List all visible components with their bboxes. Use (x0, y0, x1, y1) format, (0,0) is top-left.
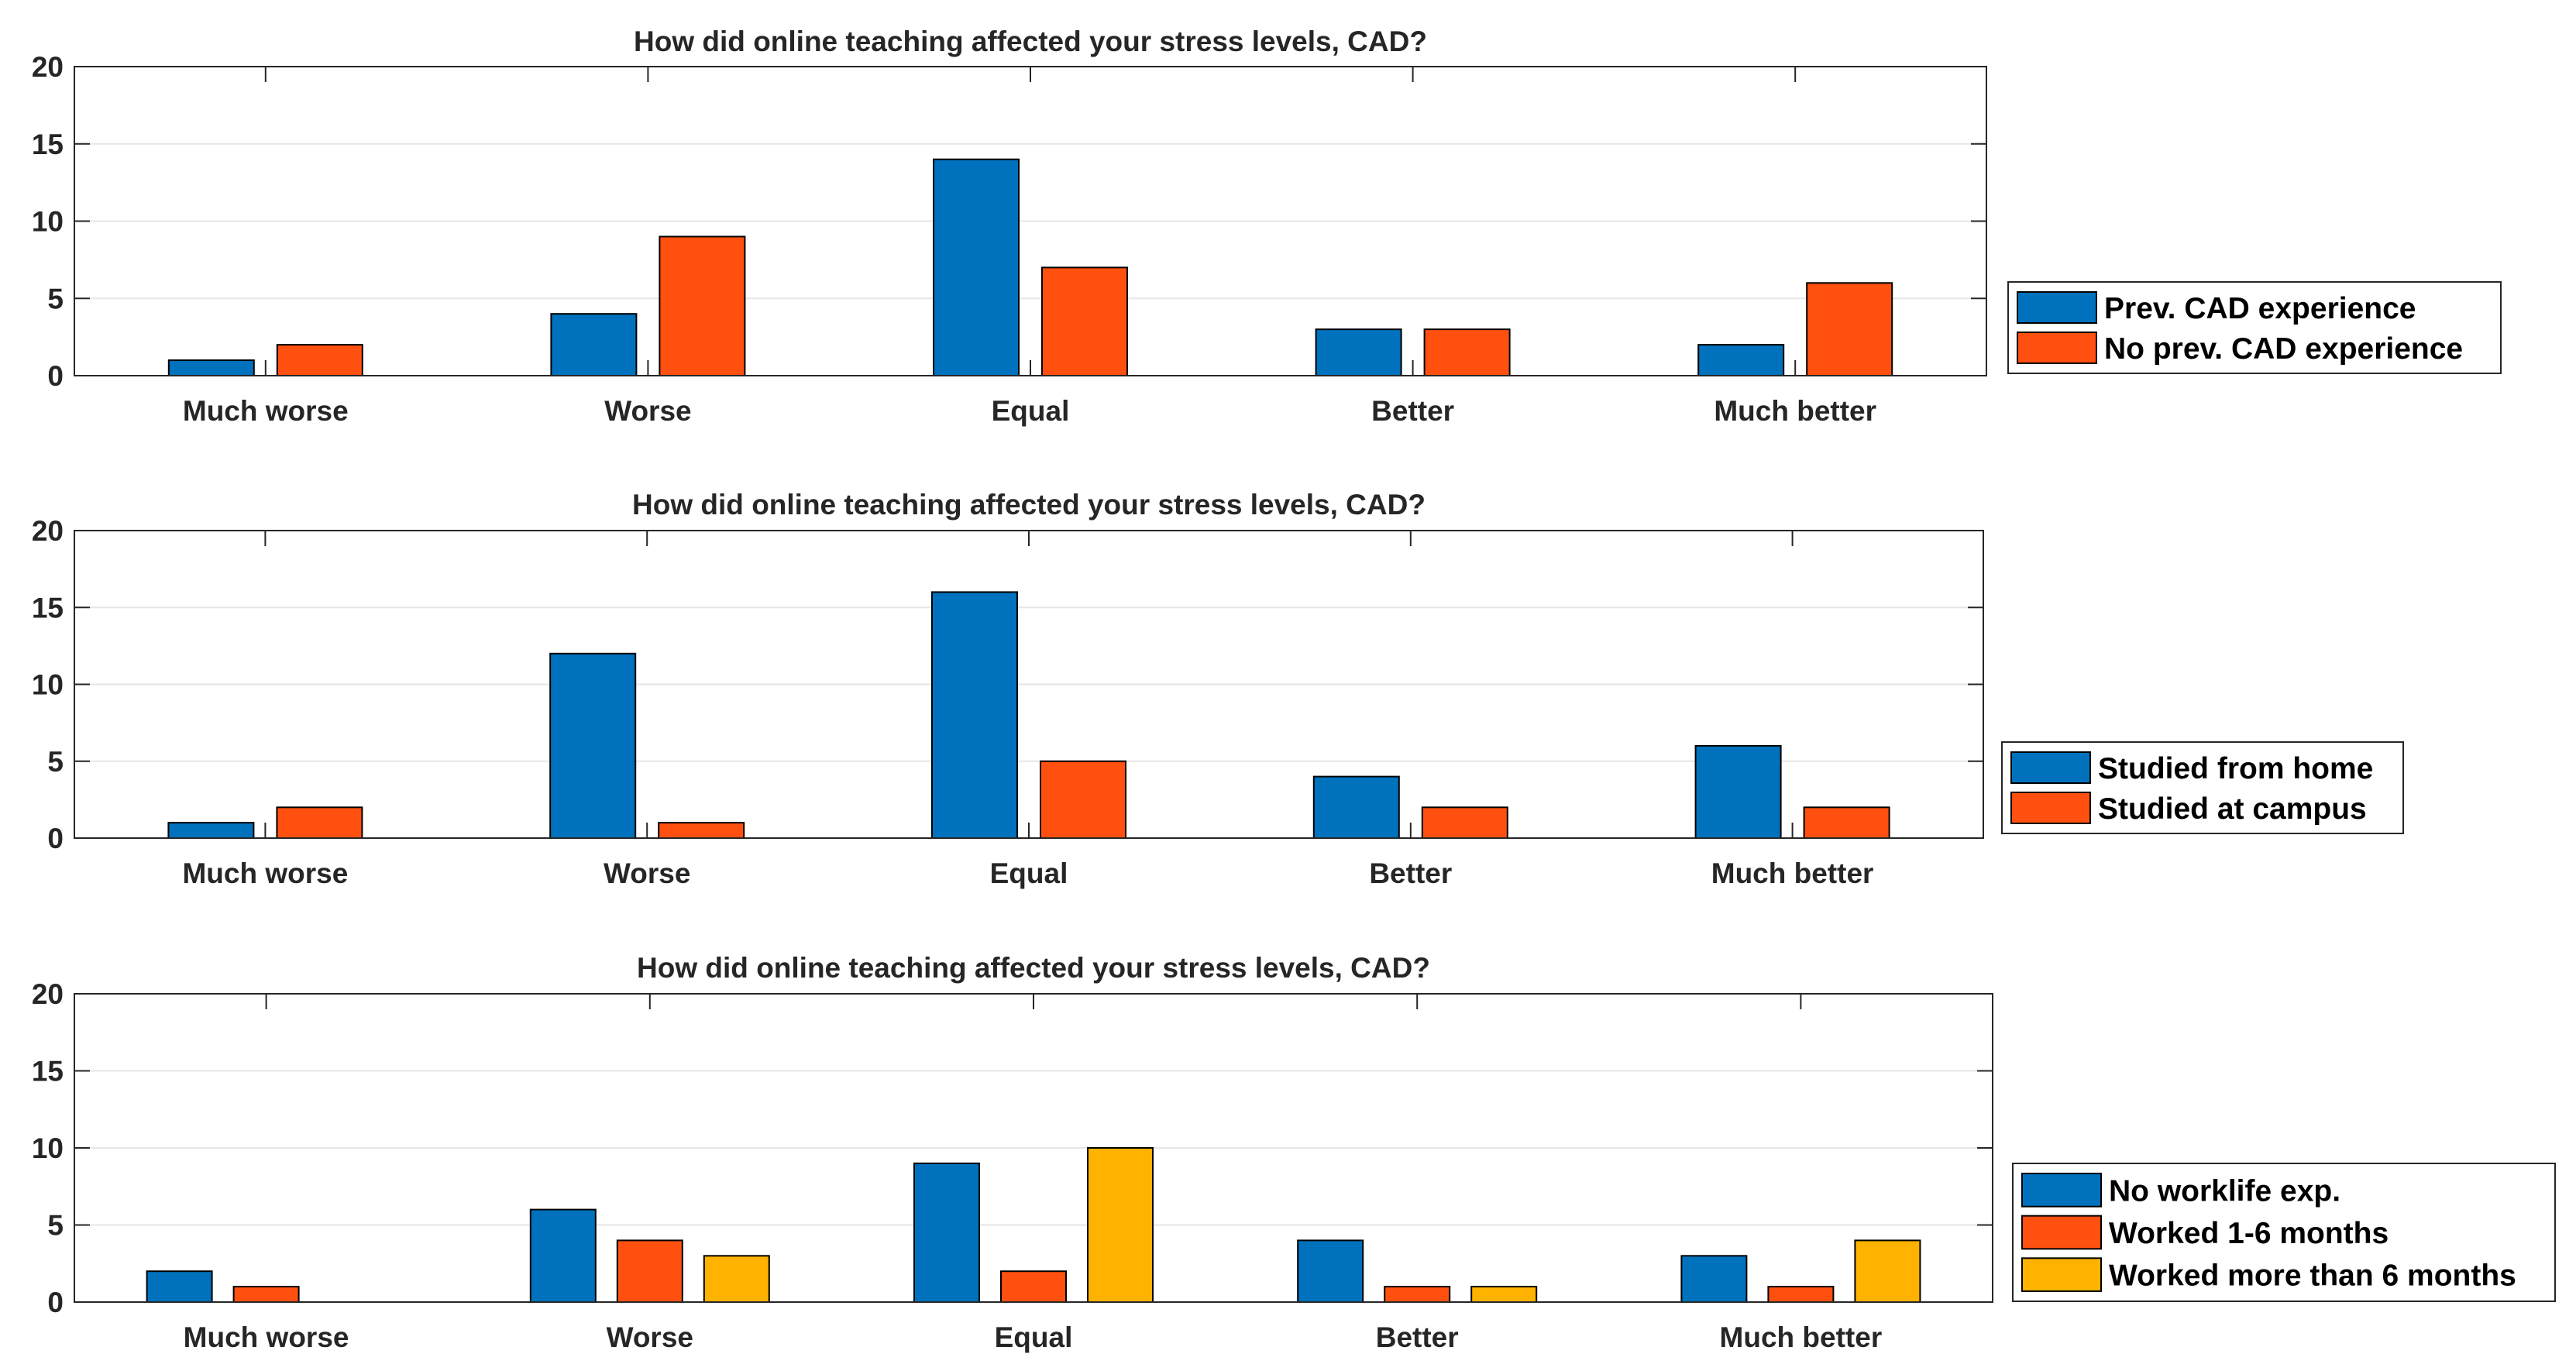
x-tick-label: Better (1369, 857, 1452, 889)
y-tick-label: 5 (47, 1210, 64, 1242)
bar-2-2-1 (703, 1255, 770, 1304)
legend-entry: Studied from home (2098, 752, 2373, 785)
chart-3: 0 5 10 15 20 Much worse Worse Equal Better Much b… (32, 952, 2556, 1353)
bar-2-0-4 (1680, 1255, 1748, 1304)
bar-2-1-1 (616, 1239, 683, 1304)
x-tick-label: Much worse (184, 1321, 349, 1353)
bar-1-0-4 (1694, 744, 1782, 840)
legend: Prev. CAD experience No prev. CAD experie… (2007, 281, 2502, 374)
bar-1-0-3 (1312, 775, 1400, 839)
bar-0-1-2 (1041, 266, 1128, 376)
bar-0-0-1 (550, 313, 638, 377)
x-tick-label: Much worse (182, 857, 348, 889)
x-tick-label: Worse (604, 857, 690, 889)
x-tick-label: Equal (990, 857, 1068, 889)
bar-1-1-1 (658, 822, 745, 840)
axes-box (74, 993, 1993, 1303)
y-tick-label: 0 (47, 823, 64, 854)
bar-0-0-3 (1315, 328, 1402, 376)
bar-0-1-1 (659, 235, 746, 377)
y-tick-label: 20 (32, 515, 64, 547)
legend: Studied from home Studied at campus (2001, 741, 2404, 834)
bar-1-0-2 (931, 591, 1018, 840)
bar-0-1-0 (276, 344, 363, 377)
y-tick-label: 10 (32, 1132, 64, 1164)
legend-box (2012, 1163, 2556, 1302)
legend-swatch (2010, 792, 2091, 824)
y-tick-label: 10 (32, 669, 64, 701)
y-tick-label: 0 (47, 1287, 64, 1318)
bar-1-1-4 (1803, 806, 1890, 840)
bar-0-0-0 (167, 359, 255, 376)
x-tick-label: Worse (607, 1321, 693, 1353)
y-tick-label: 15 (32, 129, 64, 160)
y-tick-label: 5 (47, 746, 64, 778)
axes-box (74, 530, 1984, 839)
legend-entry: Prev. CAD experience (2104, 292, 2416, 325)
legend-entry: Studied at campus (2098, 792, 2367, 826)
x-tick-label: Much worse (183, 395, 349, 427)
bar-0-0-4 (1697, 344, 1785, 377)
chart-2: 0 5 10 15 20 Much worse Worse Equal Better Much b… (32, 489, 2404, 889)
axes-box (74, 66, 1987, 376)
bar-2-2-3 (1470, 1286, 1538, 1303)
x-tick-label: Much better (1714, 395, 1876, 427)
x-tick-label: Better (1371, 395, 1454, 427)
bar-2-0-1 (529, 1208, 597, 1303)
y-tick-label: 10 (32, 206, 64, 238)
legend-swatch (2017, 291, 2097, 324)
chart-title: How did online teaching affected your st… (632, 489, 1426, 521)
y-tick-label: 5 (47, 283, 64, 314)
x-tick-label: Equal (992, 395, 1070, 427)
bar-2-0-2 (913, 1162, 980, 1304)
legend-swatch (2021, 1215, 2102, 1250)
x-tick-label: Better (1376, 1321, 1459, 1353)
bar-0-1-4 (1806, 282, 1893, 376)
x-tick-label: Much better (1711, 857, 1874, 889)
bar-1-0-1 (549, 652, 637, 839)
legend: No worklife exp. Worked 1-6 months Worked … (2012, 1163, 2556, 1302)
legend-swatch (2021, 1257, 2102, 1293)
legend-entry: Worked 1-6 months (2109, 1217, 2389, 1250)
bar-0-1-3 (1423, 328, 1511, 376)
bar-1-1-2 (1040, 760, 1126, 839)
y-tick-label: 15 (32, 1056, 64, 1088)
x-tick-label: Much better (1720, 1321, 1883, 1353)
x-tick-label: Equal (995, 1321, 1073, 1353)
bar-2-1-2 (1000, 1270, 1067, 1303)
legend-swatch (2010, 751, 2091, 784)
y-tick-label: 20 (32, 51, 64, 83)
bar-0-0-2 (933, 158, 1020, 376)
legend-entry: No prev. CAD experience (2104, 332, 2463, 366)
y-tick-label: 0 (47, 360, 64, 392)
legend-entry: Worked more than 6 months (2109, 1259, 2516, 1293)
bar-2-2-4 (1854, 1239, 1921, 1304)
legend-swatch (2021, 1173, 2102, 1208)
bar-2-1-3 (1384, 1286, 1451, 1303)
bar-2-2-2 (1087, 1147, 1154, 1303)
y-tick-label: 20 (32, 978, 64, 1010)
legend-swatch (2017, 332, 2097, 364)
x-tick-label: Worse (604, 395, 691, 427)
bar-2-0-0 (146, 1270, 213, 1303)
bar-1-1-3 (1421, 806, 1508, 840)
chart-1: 0 5 10 15 20 Much worse Worse Equal Better Much b… (32, 26, 2502, 427)
legend-entry: No worklife exp. (2109, 1174, 2340, 1208)
bar-1-0-0 (167, 822, 255, 840)
bar-1-1-0 (276, 806, 363, 840)
bar-2-0-3 (1297, 1239, 1364, 1304)
y-tick-label: 15 (32, 592, 64, 624)
bar-2-1-0 (232, 1286, 300, 1303)
chart-title: How did online teaching affected your st… (634, 26, 1427, 57)
chart-title: How did online teaching affected your st… (637, 952, 1430, 984)
bar-2-1-4 (1767, 1286, 1835, 1303)
